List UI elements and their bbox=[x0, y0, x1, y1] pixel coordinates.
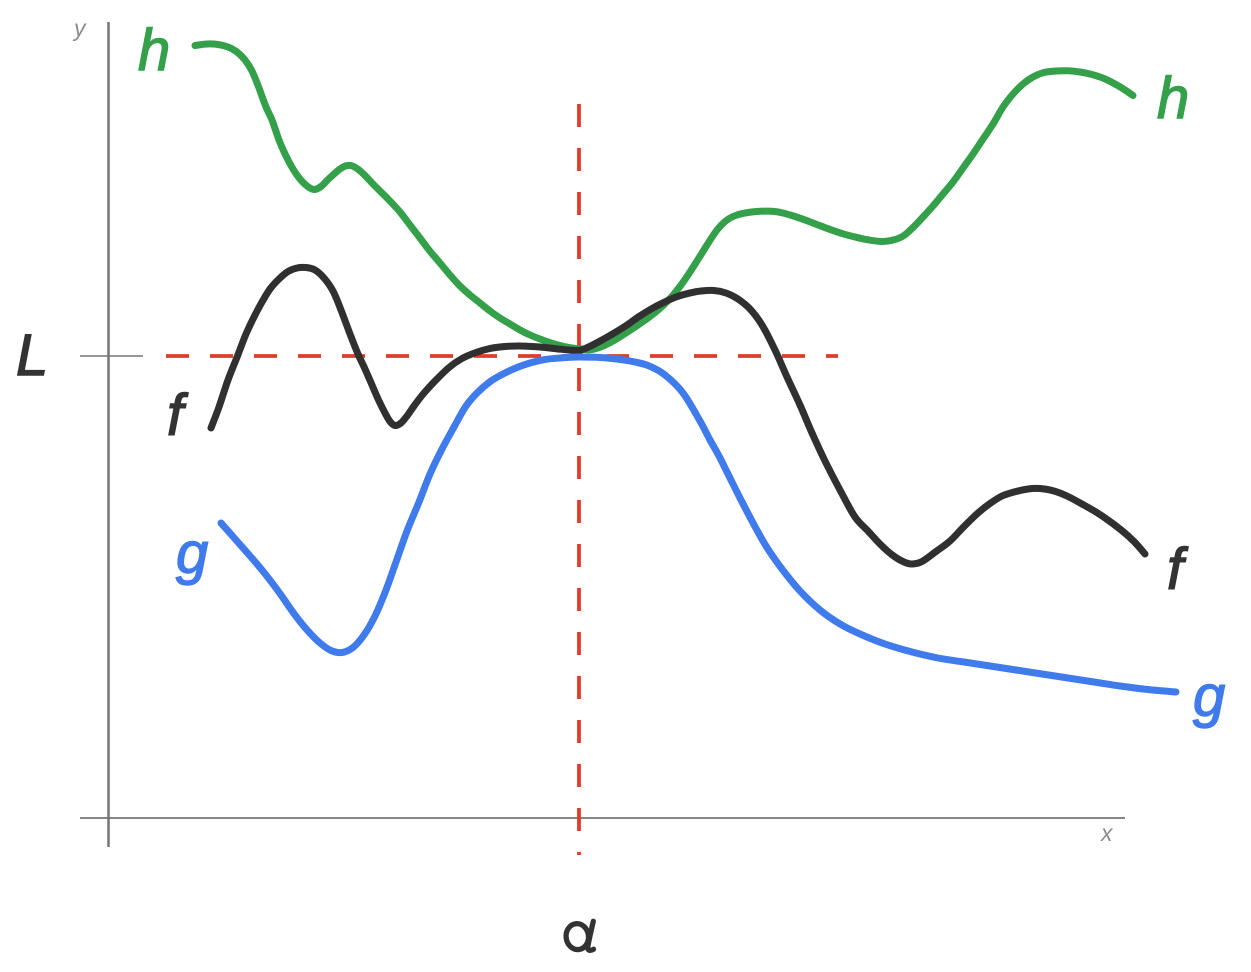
svg-text:f: f bbox=[1167, 537, 1189, 602]
svg-text:h: h bbox=[138, 18, 170, 83]
svg-text:g: g bbox=[176, 521, 208, 586]
svg-text:x: x bbox=[1100, 820, 1114, 846]
svg-text:f: f bbox=[167, 383, 189, 448]
svg-text:y: y bbox=[72, 15, 87, 41]
svg-text:L: L bbox=[16, 323, 48, 388]
svg-text:g: g bbox=[1193, 664, 1225, 729]
svg-text:h: h bbox=[1157, 66, 1189, 131]
